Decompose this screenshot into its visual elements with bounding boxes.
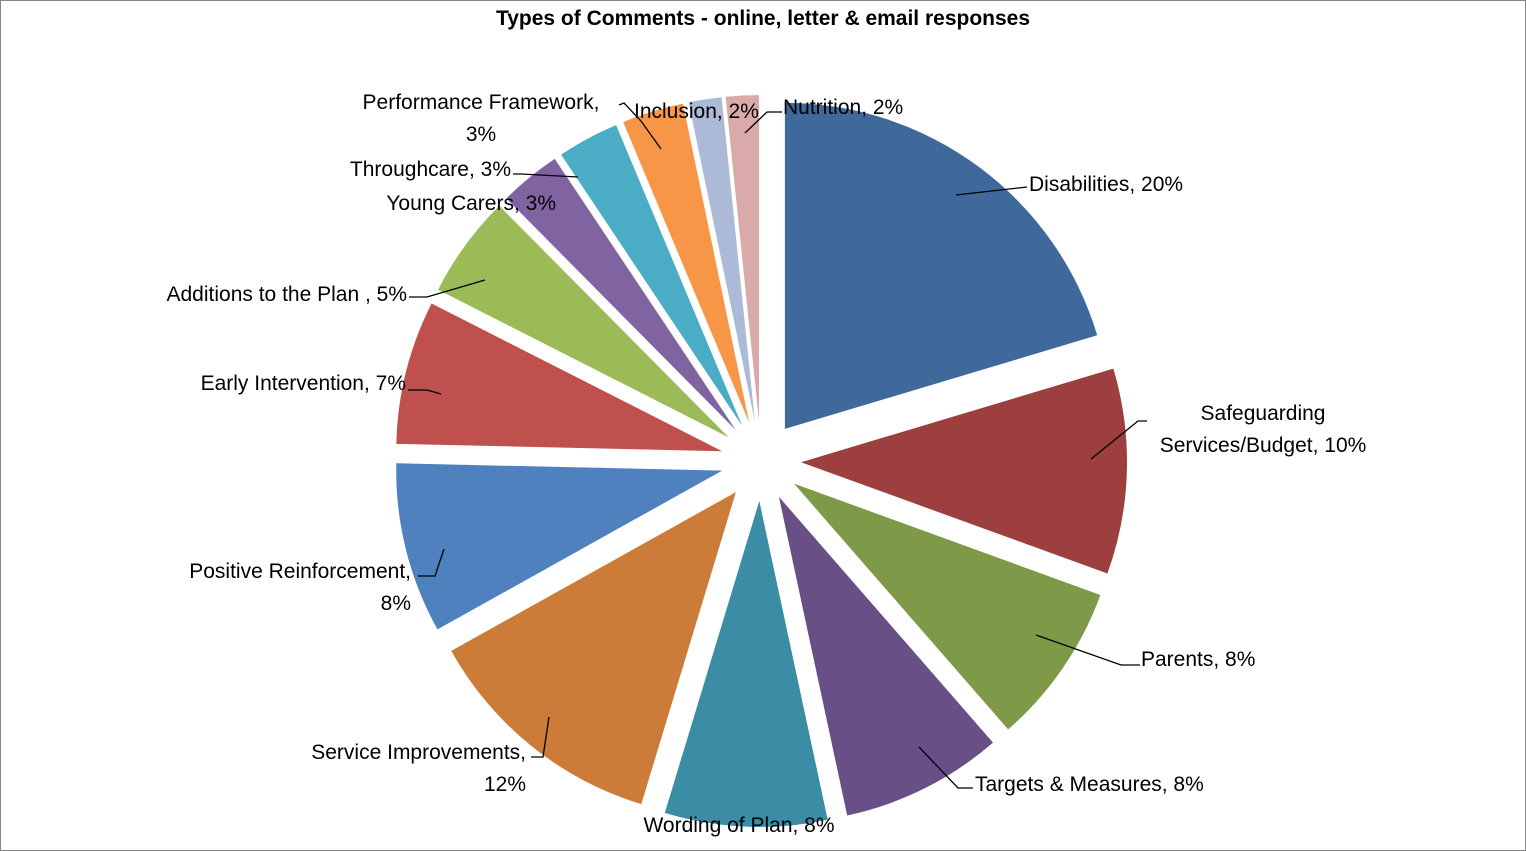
data-label-line: Positive Reinforcement, xyxy=(189,560,411,583)
leader-line-2 xyxy=(1035,634,1140,666)
data-label-line: Targets & Measures, 8% xyxy=(975,773,1204,796)
pie-slice-9 xyxy=(506,158,736,430)
leader-line-5 xyxy=(531,716,550,758)
data-label-line: Early Intervention, 7% xyxy=(201,372,406,395)
pie-slice-12 xyxy=(688,97,755,422)
leader-line-8 xyxy=(409,279,486,298)
data-label-line: Safeguarding xyxy=(1201,402,1326,425)
data-label-line: Service Improvements, xyxy=(311,741,526,764)
data-label-line: 12% xyxy=(484,773,526,796)
data-label-4: Wording of Plan, 8% xyxy=(643,814,834,837)
pie-slice-0 xyxy=(784,102,1098,429)
data-label-7: Early Intervention, 7% xyxy=(201,372,406,395)
data-label-line: Services/Budget, 10% xyxy=(1160,434,1367,457)
pie-slice-11 xyxy=(623,103,750,423)
data-label-line: 3% xyxy=(466,123,496,146)
leader-line-6 xyxy=(418,548,445,577)
data-label-line: Inclusion, 2% xyxy=(634,100,759,123)
data-label-11: Performance Framework, 3% xyxy=(363,91,600,146)
pie-slice-13 xyxy=(725,95,759,422)
leader-line-13 xyxy=(744,111,782,134)
data-label-12: Inclusion, 2% xyxy=(634,100,759,123)
pie-slice-7 xyxy=(396,303,723,452)
pie-slice-1 xyxy=(801,368,1128,574)
data-label-line: Additions to the Plan , 5% xyxy=(167,283,408,306)
pie-slice-8 xyxy=(438,205,729,438)
data-label-6: Positive Reinforcement, 8% xyxy=(189,560,411,615)
chart-title: Types of Comments - online, letter & ema… xyxy=(495,7,1031,30)
pie-slice-6 xyxy=(396,463,723,630)
data-label-line: Disabilities, 20% xyxy=(1029,173,1183,196)
leader-line-7 xyxy=(408,389,442,395)
data-label-5: Service Improvements, 12% xyxy=(311,741,526,796)
leader-line-3 xyxy=(918,746,973,789)
data-label-line: Parents, 8% xyxy=(1141,648,1255,671)
leader-line-1 xyxy=(1090,420,1147,460)
pie-slice-3 xyxy=(778,496,993,816)
data-label-line: Young Carers, 3% xyxy=(386,192,556,215)
pie-slice-4 xyxy=(664,501,828,827)
data-label-13: Nutrition, 2% xyxy=(783,96,903,119)
data-label-line: 8% xyxy=(381,592,411,615)
data-label-9: Young Carers, 3% xyxy=(386,192,556,215)
data-label-1: Safeguarding Services/Budget, 10% xyxy=(1160,402,1367,457)
data-label-8: Additions to the Plan , 5% xyxy=(167,283,408,306)
data-label-line: Performance Framework, xyxy=(363,91,600,114)
pie-slice-10 xyxy=(561,125,743,426)
pie-slice-5 xyxy=(451,492,736,805)
data-label-line: Nutrition, 2% xyxy=(783,96,903,119)
data-label-line: Wording of Plan, 8% xyxy=(643,814,834,837)
pie-slice-2 xyxy=(794,483,1101,730)
data-label-line: Throughcare, 3% xyxy=(350,158,511,181)
leader-line-0 xyxy=(955,186,1028,196)
data-label-0: Disabilities, 20% xyxy=(1029,173,1183,196)
data-label-3: Targets & Measures, 8% xyxy=(975,773,1204,796)
leader-line-11 xyxy=(618,102,662,150)
leader-line-10 xyxy=(513,173,579,178)
data-label-10: Throughcare, 3% xyxy=(350,158,511,181)
data-label-2: Parents, 8% xyxy=(1141,648,1255,671)
